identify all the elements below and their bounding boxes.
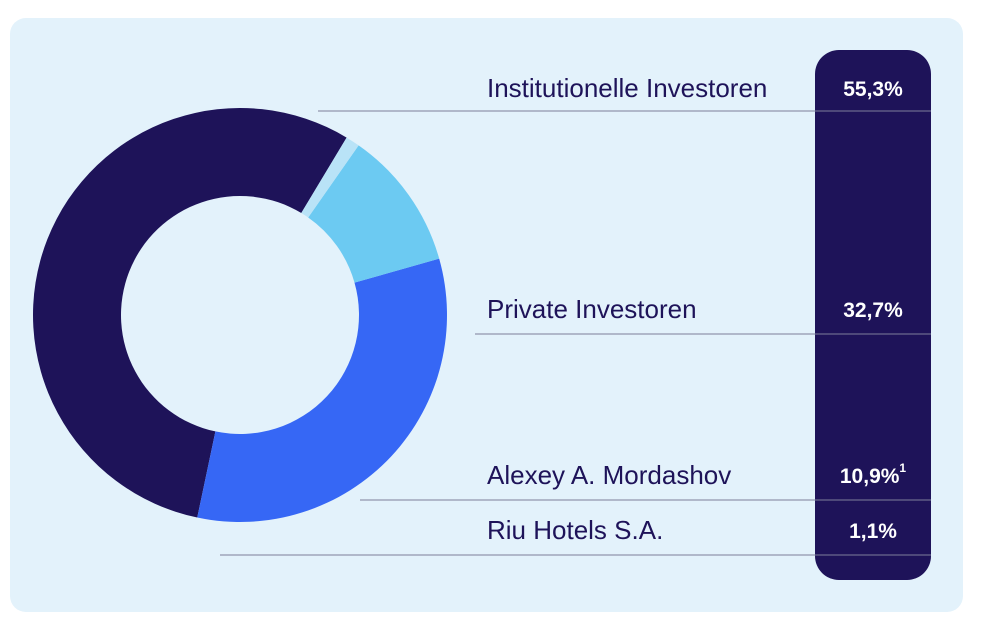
donut-segment bbox=[197, 258, 447, 522]
value-column bbox=[815, 50, 931, 580]
value-label: 55,3% bbox=[843, 78, 903, 101]
legend-label: Private Investoren bbox=[487, 294, 697, 324]
value-label: 32,7% bbox=[843, 299, 903, 322]
value-label: 1,1% bbox=[849, 520, 897, 543]
value-text: 1,1% bbox=[849, 520, 897, 543]
legend-label: Institutionelle Investoren bbox=[487, 73, 767, 103]
value-text: 32,7% bbox=[843, 299, 903, 322]
value-text: 10,9% bbox=[840, 465, 900, 488]
value-text: 55,3% bbox=[843, 78, 903, 101]
donut-segment bbox=[301, 137, 359, 218]
value-label: 10,9%1 bbox=[840, 461, 907, 487]
legend-label: Riu Hotels S.A. bbox=[487, 515, 663, 545]
donut-segment bbox=[308, 145, 440, 283]
legend-label: Alexey A. Mordashov bbox=[487, 460, 731, 490]
footnote-mark: 1 bbox=[899, 461, 906, 475]
donut-segment bbox=[32, 107, 347, 518]
